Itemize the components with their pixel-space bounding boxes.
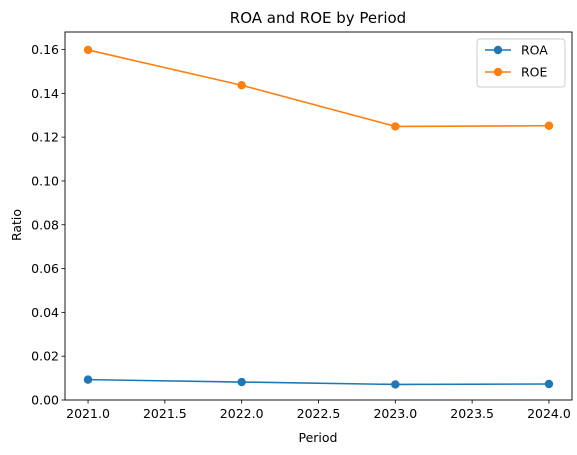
data-point-roe [237, 81, 246, 90]
x-tick-label: 2022.0 [220, 406, 264, 421]
legend-marker-roe [493, 67, 503, 77]
legend: ROA ROE [476, 38, 566, 88]
y-tick-label: 0.04 [31, 305, 59, 320]
x-tick-label: 2021.0 [66, 406, 110, 421]
data-point-roe [391, 122, 400, 131]
series-line-roe [87, 49, 549, 128]
y-tick-label: 0.12 [31, 130, 59, 145]
series-line-roa [88, 378, 549, 386]
x-tick-label: 2023.0 [373, 406, 417, 421]
y-tick-label: 0.10 [31, 173, 59, 188]
y-tick-label: 0.06 [31, 261, 59, 276]
data-point-roa [391, 380, 400, 389]
data-point-roa [83, 375, 93, 384]
y-axis: 0.00 0.02 0.04 0.06 0.08 0.10 0.12 0.14 0.16 [31, 42, 65, 408]
x-tick-label: 2023.5 [450, 406, 494, 421]
data-point-roa [544, 379, 554, 389]
legend-label-roa: ROA [521, 43, 548, 58]
plot-frame [64, 31, 573, 401]
legend-marker-roa [493, 45, 503, 55]
data-point-roe [544, 121, 554, 130]
y-axis-title: Ratio [9, 209, 24, 241]
x-tick-label: 2021.5 [143, 406, 187, 421]
y-tick-label: 0.14 [31, 86, 59, 101]
legend-label-roe: ROE [521, 65, 548, 80]
y-tick-label: 0.00 [31, 393, 59, 408]
series-layer [83, 45, 554, 389]
y-tick-label: 0.16 [31, 42, 59, 57]
x-axis: 2021.0 2021.5 2022.0 2022.5 2023.0 2023.5 2024… [66, 400, 571, 421]
chart-title: ROA and ROE by Period [230, 9, 406, 27]
y-tick-label: 0.02 [31, 349, 59, 364]
x-axis-title: Period [299, 430, 338, 445]
x-tick-label: 2024.0 [527, 406, 571, 421]
data-point-roe [83, 45, 93, 55]
data-point-roa [237, 377, 246, 387]
y-tick-label: 0.08 [31, 217, 59, 232]
x-tick-label: 2022.5 [297, 406, 341, 421]
